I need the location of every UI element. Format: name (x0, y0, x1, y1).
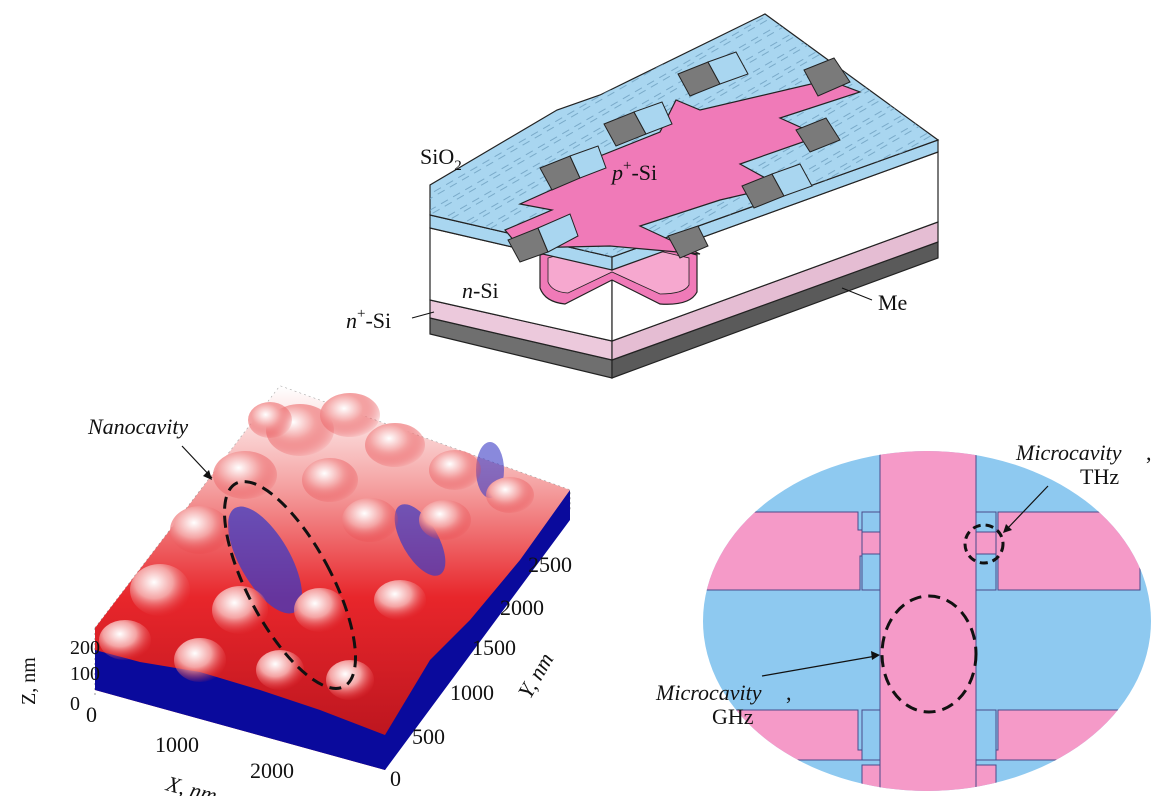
contact-pad (795, 117, 841, 153)
thz-arrowhead (1003, 524, 1012, 533)
leader-line-me (841, 287, 873, 301)
bridge (861, 531, 881, 555)
y-tick: 2000 (500, 595, 544, 620)
label-sio2: SiO2 (420, 144, 462, 174)
ghz-arrow (761, 655, 877, 677)
afm-valley (394, 504, 446, 576)
afm-z-axis: 200 100 0 Z, nm (18, 637, 100, 715)
oxide-wall (537, 213, 579, 253)
ghz-arrowhead (871, 651, 880, 660)
y-tick: 0 (390, 766, 401, 791)
x-tick: 0 (86, 702, 97, 727)
afm-surface-plot: Nanocavity 200 100 0 Z, nm 0 1000 2000 X… (18, 385, 572, 796)
nanocavity-outline (223, 480, 357, 690)
thz-microcavity-outline (963, 523, 1005, 565)
label-nplus-si: n+-Si (346, 306, 391, 333)
leader-line-nplus (411, 311, 435, 319)
contact-pad (803, 57, 851, 97)
label-n-si: n-Si (462, 278, 499, 303)
conductor-pad-lower-right (995, 709, 1141, 761)
z-tick: 100 (70, 663, 100, 685)
oxide-wall (707, 51, 749, 85)
nanocavity-arrowhead (203, 470, 212, 480)
p-plus-window (504, 79, 862, 255)
thz-arrow (1005, 485, 1049, 531)
y-axis-label: Y, nm (513, 648, 559, 702)
conductor-pad-upper-right (995, 511, 1141, 591)
z-axis-label: Z, nm (18, 657, 40, 705)
y-tick: 2500 (528, 552, 572, 577)
x-axis-label: X, nm (163, 770, 220, 796)
x-tick: 1000 (155, 732, 199, 757)
contact-pad (667, 225, 709, 259)
nanocavity-label: Nanocavity (87, 414, 188, 439)
thz-label-freq: THz (1080, 464, 1119, 489)
afm-bumps (99, 393, 534, 700)
y-tick: 1000 (450, 680, 494, 705)
z-tick: 200 (70, 637, 100, 659)
label-me: Me (878, 290, 907, 315)
x-tick: 2000 (250, 758, 294, 783)
afm-valley (228, 506, 302, 614)
thz-label-title: Microcavity (1015, 440, 1122, 465)
afm-base-left (95, 650, 385, 770)
ghz-label-title: Microcavity (655, 680, 762, 705)
z-tick: 0 (70, 693, 80, 715)
bridge (975, 764, 997, 791)
y-tick: 500 (412, 724, 445, 749)
thz-label-comma: , (1146, 440, 1151, 465)
device-diagram: SiO2 p+-Si n-Si n+-Si Me (346, 13, 940, 379)
label-p-si: p+-Si (610, 158, 657, 185)
zoom-oval-diagram: Microcavity , THz Microcavity , GHz (655, 440, 1151, 791)
y-tick: 1500 (472, 635, 516, 660)
gap-lower-right (975, 709, 997, 761)
conductor-pad-upper-left (703, 511, 863, 591)
bridge (975, 531, 997, 555)
conductor-central-strip (879, 451, 977, 791)
bridge (861, 764, 881, 791)
oxide-wall (633, 101, 673, 135)
oxide-wall (569, 145, 607, 179)
ghz-label-freq: GHz (712, 704, 754, 729)
gap-lower-left (861, 709, 881, 761)
ghz-microcavity-outline (880, 594, 978, 714)
ghz-label-comma: , (786, 680, 792, 705)
oxide-wall (771, 163, 813, 197)
afm-base-right (385, 490, 570, 770)
